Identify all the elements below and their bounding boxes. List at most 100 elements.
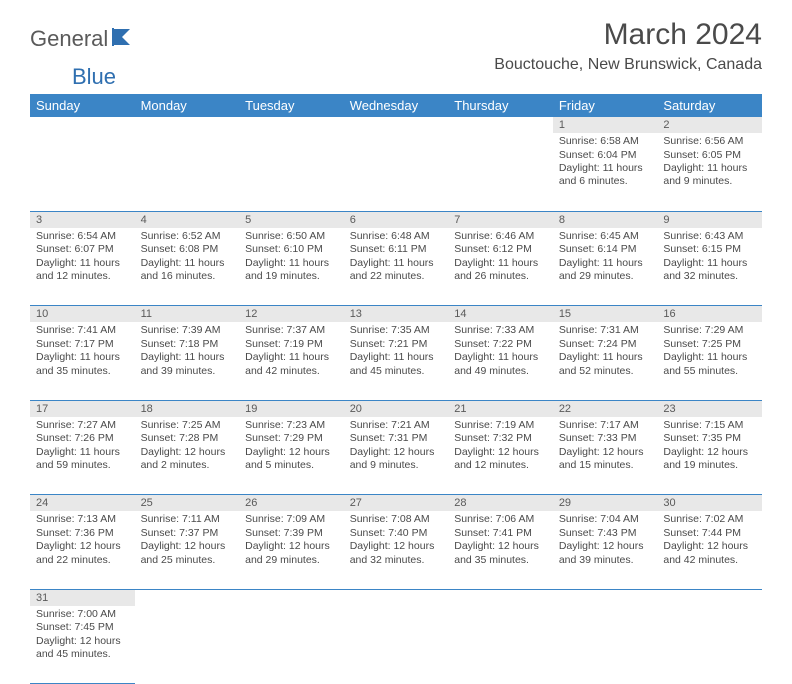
sunrise-line: Sunrise: 6:56 AM: [663, 135, 756, 148]
day-cell: Sunrise: 7:25 AMSunset: 7:28 PMDaylight:…: [135, 417, 240, 495]
day-cell: [657, 606, 762, 684]
sunrise-line: Sunrise: 7:09 AM: [245, 513, 338, 526]
day-number: 10: [30, 306, 135, 323]
day-cell: Sunrise: 7:27 AMSunset: 7:26 PMDaylight:…: [30, 417, 135, 495]
day-number: [135, 589, 240, 606]
day-cell: Sunrise: 7:29 AMSunset: 7:25 PMDaylight:…: [657, 322, 762, 400]
sunrise-line: Sunrise: 7:27 AM: [36, 419, 129, 432]
daylight-line2: and 42 minutes.: [663, 554, 756, 567]
sunset-line: Sunset: 7:40 PM: [350, 527, 443, 540]
daylight-line2: and 9 minutes.: [350, 459, 443, 472]
day-number: 18: [135, 400, 240, 417]
daylight-line: Daylight: 12 hours: [663, 540, 756, 553]
day-number: 4: [135, 211, 240, 228]
col-tuesday: Tuesday: [239, 94, 344, 117]
daynum-row: 12: [30, 117, 762, 133]
daylight-line2: and 22 minutes.: [36, 554, 129, 567]
daylight-line: Daylight: 12 hours: [559, 446, 652, 459]
daylight-line2: and 42 minutes.: [245, 365, 338, 378]
sunset-line: Sunset: 7:36 PM: [36, 527, 129, 540]
day-cell: Sunrise: 7:31 AMSunset: 7:24 PMDaylight:…: [553, 322, 658, 400]
day-cell: [239, 606, 344, 684]
daylight-line2: and 12 minutes.: [36, 270, 129, 283]
daylight-line: Daylight: 11 hours: [559, 162, 652, 175]
daylight-line2: and 29 minutes.: [245, 554, 338, 567]
col-thursday: Thursday: [448, 94, 553, 117]
day-cell: Sunrise: 7:11 AMSunset: 7:37 PMDaylight:…: [135, 511, 240, 589]
day-cell: [344, 133, 449, 211]
day-cell: Sunrise: 7:41 AMSunset: 7:17 PMDaylight:…: [30, 322, 135, 400]
sunrise-line: Sunrise: 7:04 AM: [559, 513, 652, 526]
day-number: 15: [553, 306, 658, 323]
day-number: [448, 589, 553, 606]
day-number: 13: [344, 306, 449, 323]
day-cell: [135, 606, 240, 684]
day-number: 3: [30, 211, 135, 228]
sunset-line: Sunset: 6:10 PM: [245, 243, 338, 256]
day-number: 14: [448, 306, 553, 323]
daylight-line: Daylight: 11 hours: [350, 257, 443, 270]
day-number: 12: [239, 306, 344, 323]
week-row: Sunrise: 6:54 AMSunset: 6:07 PM Daylight:…: [30, 228, 762, 306]
sunset-line: Sunset: 7:24 PM: [559, 338, 652, 351]
sunset-line: Sunset: 7:33 PM: [559, 432, 652, 445]
sunrise-line: Sunrise: 7:19 AM: [454, 419, 547, 432]
daylight-line: Daylight: 11 hours: [663, 257, 756, 270]
day-cell: Sunrise: 6:48 AMSunset: 6:11 PMDaylight:…: [344, 228, 449, 306]
sunrise-line: Sunrise: 6:48 AM: [350, 230, 443, 243]
day-cell: Sunrise: 7:39 AMSunset: 7:18 PMDaylight:…: [135, 322, 240, 400]
daylight-line2: and 52 minutes.: [559, 365, 652, 378]
day-cell: Sunrise: 7:37 AMSunset: 7:19 PMDaylight:…: [239, 322, 344, 400]
daylight-line: Daylight: 12 hours: [350, 446, 443, 459]
day-number: 28: [448, 495, 553, 512]
day-number: 20: [344, 400, 449, 417]
daylight-line: Daylight: 11 hours: [141, 351, 234, 364]
sunset-line: Sunset: 7:41 PM: [454, 527, 547, 540]
sunrise-line: Sunrise: 7:21 AM: [350, 419, 443, 432]
day-cell: [344, 606, 449, 684]
daylight-line: Daylight: 11 hours: [663, 162, 756, 175]
day-cell: Sunrise: 7:06 AMSunset: 7:41 PMDaylight:…: [448, 511, 553, 589]
day-number: 29: [553, 495, 658, 512]
day-cell: Sunrise: 7:04 AMSunset: 7:43 PMDaylight:…: [553, 511, 658, 589]
col-wednesday: Wednesday: [344, 94, 449, 117]
day-number: 30: [657, 495, 762, 512]
sunrise-line: Sunrise: 7:23 AM: [245, 419, 338, 432]
sunset-line: Sunset: 7:43 PM: [559, 527, 652, 540]
day-number: [30, 117, 135, 133]
sunset-line: Sunset: 6:04 PM: [559, 149, 652, 162]
day-number: [344, 589, 449, 606]
sunset-line: Sunset: 7:17 PM: [36, 338, 129, 351]
daylight-line: Daylight: 12 hours: [663, 446, 756, 459]
day-cell: Sunrise: 6:45 AMSunset: 6:14 PMDaylight:…: [553, 228, 658, 306]
day-number: 26: [239, 495, 344, 512]
calendar-table: Sunday Monday Tuesday Wednesday Thursday…: [30, 94, 762, 684]
daylight-line2: and 35 minutes.: [454, 554, 547, 567]
daylight-line: Daylight: 11 hours: [559, 257, 652, 270]
day-cell: Sunrise: 7:08 AMSunset: 7:40 PMDaylight:…: [344, 511, 449, 589]
sunset-line: Sunset: 6:15 PM: [663, 243, 756, 256]
daylight-line: Daylight: 12 hours: [36, 540, 129, 553]
sunset-line: Sunset: 7:25 PM: [663, 338, 756, 351]
sunset-line: Sunset: 7:19 PM: [245, 338, 338, 351]
sunrise-line: Sunrise: 7:13 AM: [36, 513, 129, 526]
sunset-line: Sunset: 6:07 PM: [36, 243, 129, 256]
sunset-line: Sunset: 7:18 PM: [141, 338, 234, 351]
daylight-line: Daylight: 11 hours: [559, 351, 652, 364]
daylight-line: Daylight: 11 hours: [36, 351, 129, 364]
daylight-line2: and 59 minutes.: [36, 459, 129, 472]
daylight-line2: and 9 minutes.: [663, 175, 756, 188]
daylight-line: Daylight: 12 hours: [245, 540, 338, 553]
sunrise-line: Sunrise: 7:08 AM: [350, 513, 443, 526]
sunrise-line: Sunrise: 6:54 AM: [36, 230, 129, 243]
day-number: 17: [30, 400, 135, 417]
sunrise-line: Sunrise: 7:33 AM: [454, 324, 547, 337]
day-cell: Sunrise: 6:56 AMSunset: 6:05 PMDaylight:…: [657, 133, 762, 211]
logo-word2: Blue: [72, 64, 792, 90]
daynum-row: 3456789: [30, 211, 762, 228]
day-number: 24: [30, 495, 135, 512]
daylight-line2: and 6 minutes.: [559, 175, 652, 188]
day-cell: Sunrise: 7:15 AMSunset: 7:35 PMDaylight:…: [657, 417, 762, 495]
day-number: 8: [553, 211, 658, 228]
daylight-line2: and 12 minutes.: [454, 459, 547, 472]
